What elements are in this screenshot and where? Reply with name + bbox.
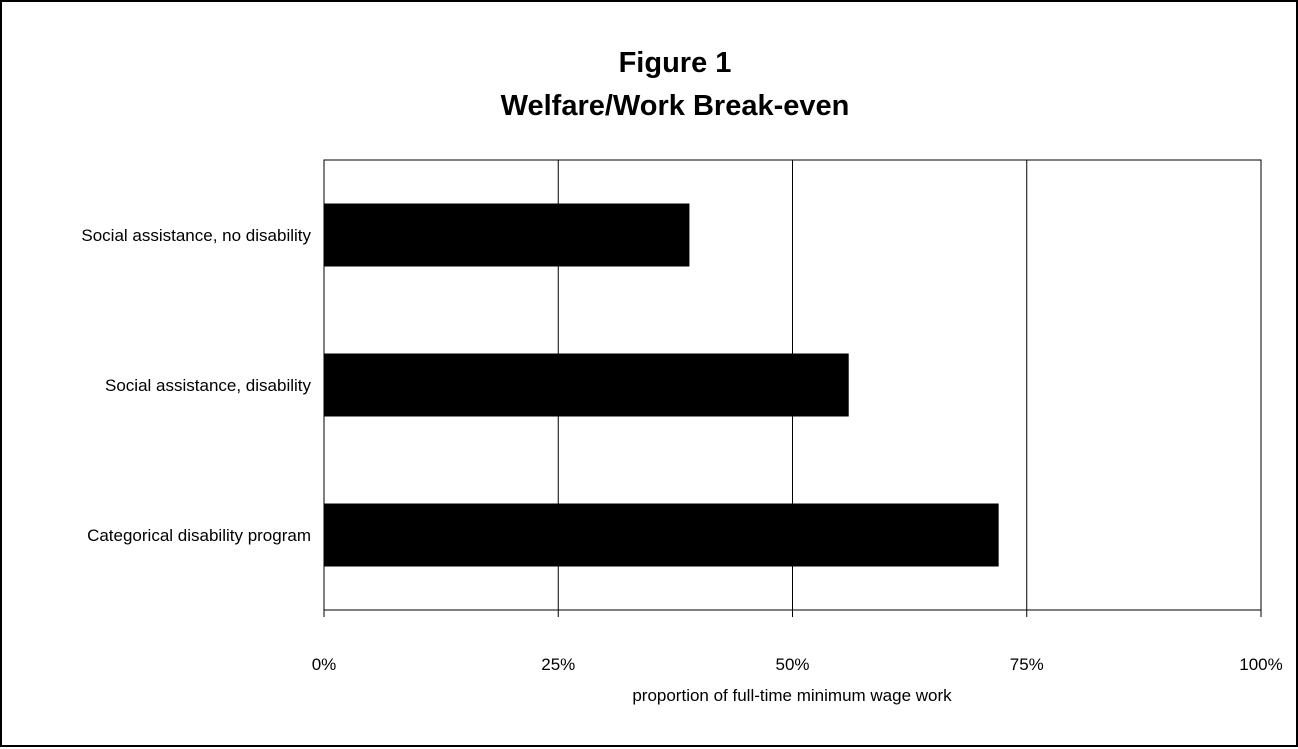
category-label: Social assistance, disability — [105, 376, 311, 395]
x-tick-label: 25% — [541, 655, 575, 674]
category-label: Social assistance, no disability — [81, 226, 311, 245]
category-labels: Social assistance, no disability Social a… — [81, 226, 311, 545]
bar — [324, 353, 849, 417]
bars — [324, 203, 999, 567]
bar — [324, 503, 999, 567]
category-label: Categorical disability program — [87, 526, 311, 545]
x-tick-label: 75% — [1010, 655, 1044, 674]
x-axis-ticks: 0% 25% 50% 75% 100% — [312, 610, 1283, 674]
x-tick-label: 0% — [312, 655, 337, 674]
chart-title-line-1: Figure 1 — [619, 47, 732, 79]
bar — [324, 203, 690, 267]
x-tick-label: 50% — [775, 655, 809, 674]
chart-title-line-2: Welfare/Work Break-even — [501, 90, 850, 122]
x-tick-label: 100% — [1239, 655, 1282, 674]
x-axis-label: proportion of full-time minimum wage wor… — [632, 686, 952, 705]
